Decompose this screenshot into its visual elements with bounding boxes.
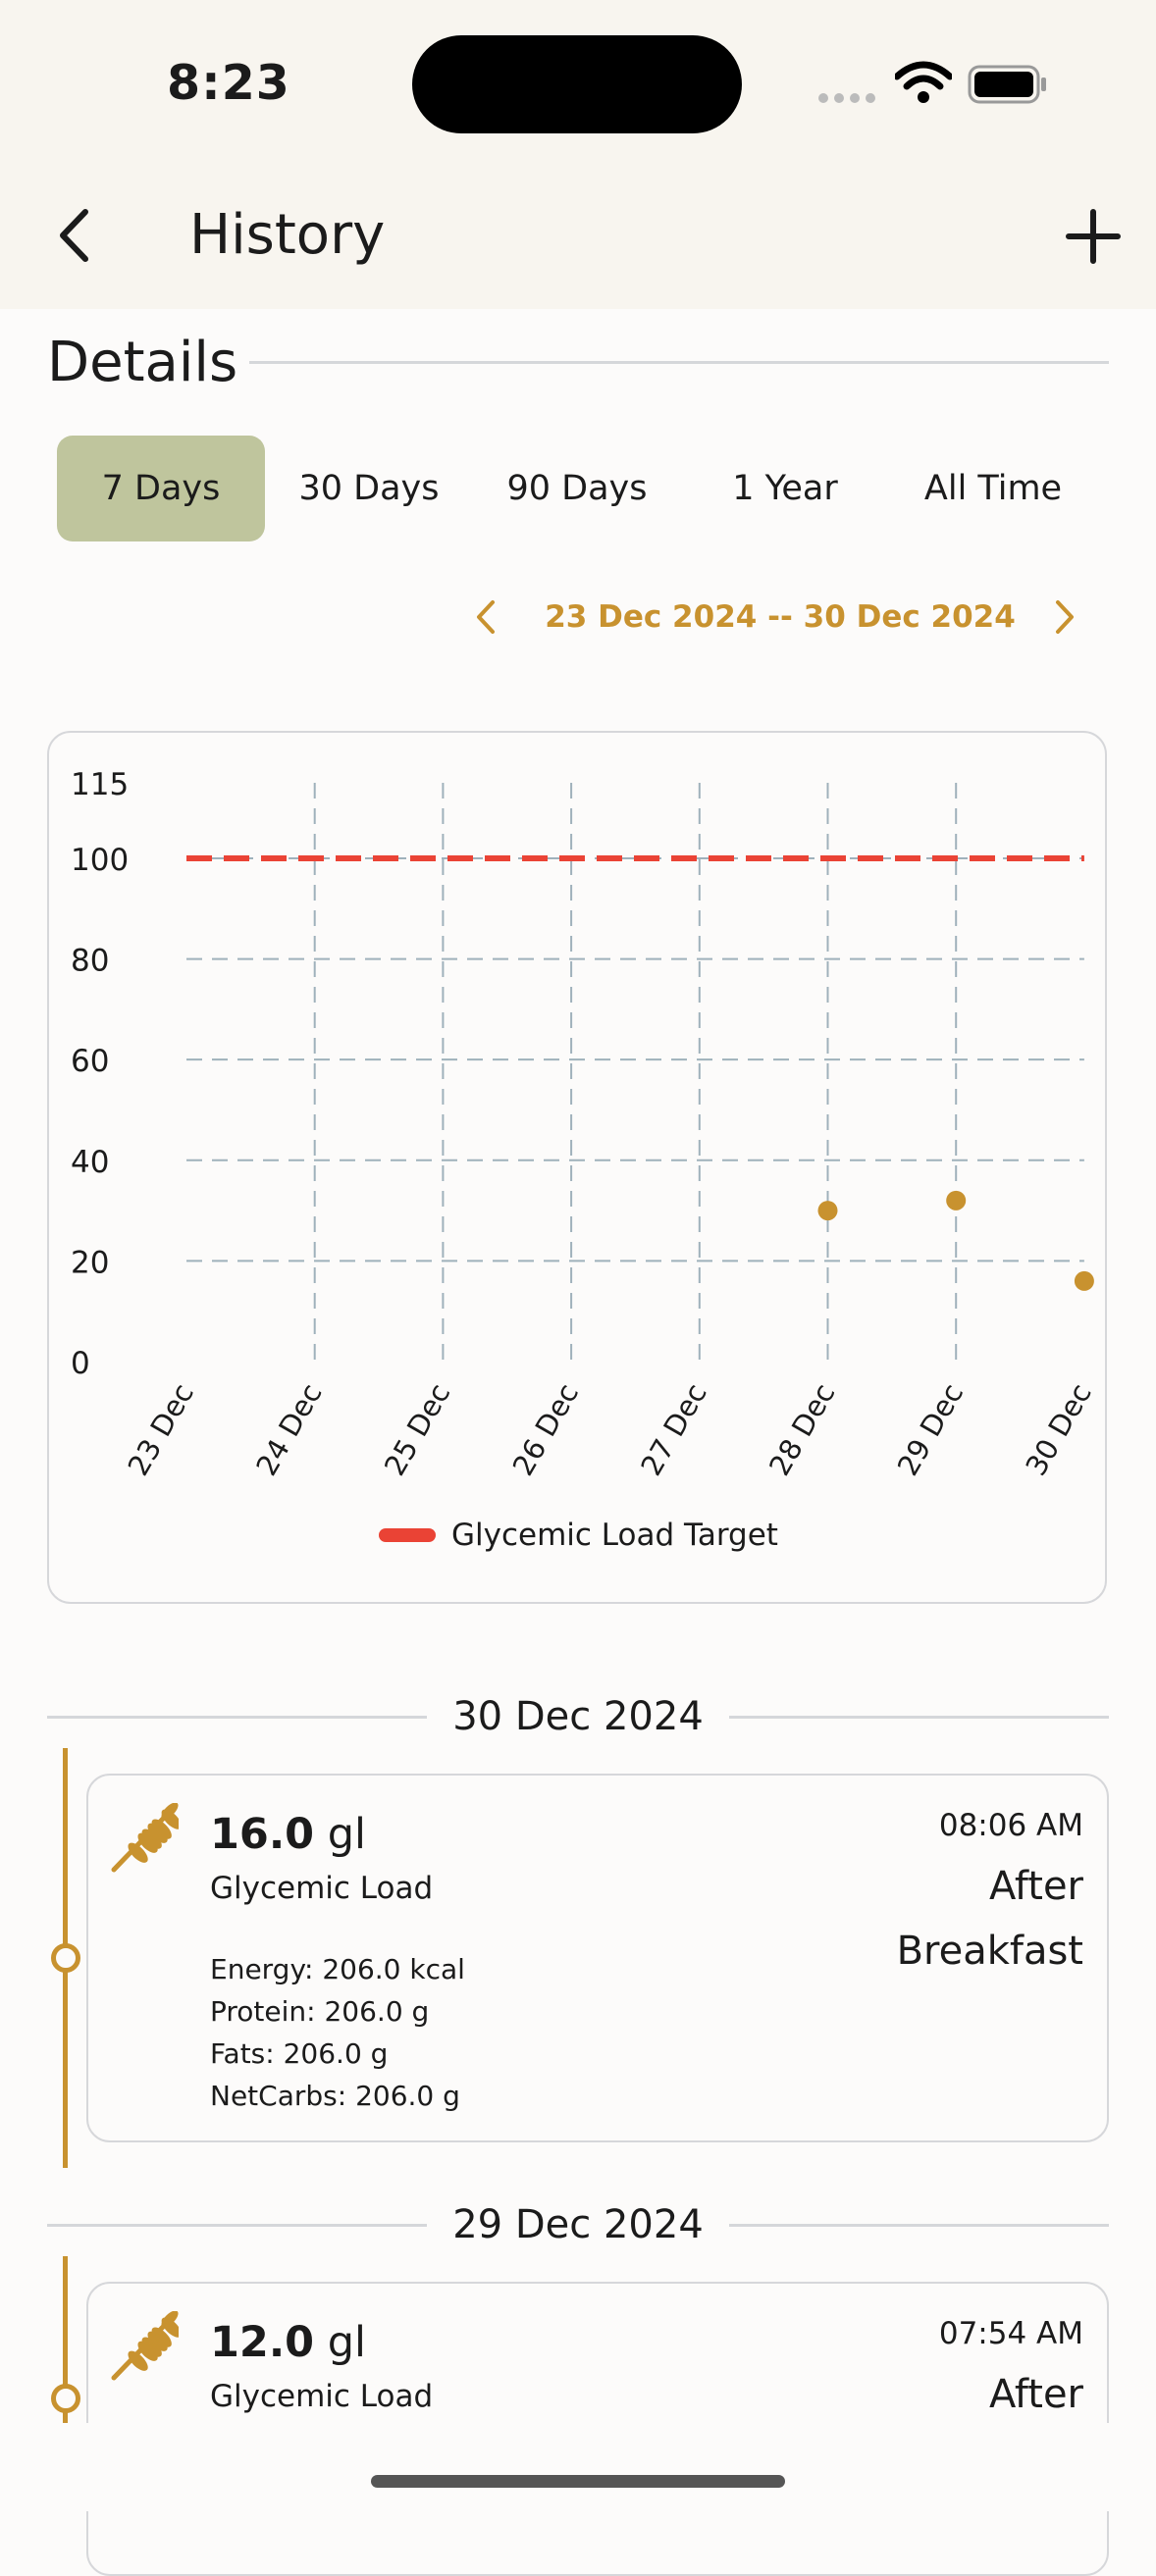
chevron-right-icon [1056, 600, 1074, 634]
y-tick-label: 40 [71, 1145, 109, 1180]
entry-card[interactable]: 16.0 gl Glycemic Load Energy: 206.0 kcal… [86, 1774, 1109, 2142]
glycemic-load-label: Glycemic Load [210, 1871, 434, 1906]
tab-all-time[interactable]: All Time [923, 469, 1063, 508]
home-indicator[interactable] [371, 2475, 785, 2488]
x-tick-label: 26 Dec [506, 1378, 586, 1482]
data-point [1074, 1270, 1094, 1291]
battery-icon [968, 65, 1046, 104]
day-divider-left [47, 2224, 430, 2227]
tab-90-days[interactable]: 90 Days [506, 469, 648, 508]
glycemic-load-label: Glycemic Load [210, 2379, 434, 2414]
x-tick-label: 27 Dec [634, 1378, 713, 1482]
timeline-line [63, 2256, 68, 2423]
dynamic-island [412, 35, 742, 133]
netcarbs-value: NetCarbs: 206.0 g [210, 2080, 460, 2112]
timeline-node [51, 2384, 80, 2413]
glycemic-load-value: 12.0 gl [210, 2318, 367, 2367]
next-range-button[interactable] [1040, 587, 1089, 647]
glycemic-load-value: 16.0 gl [210, 1810, 367, 1859]
data-point [817, 1201, 838, 1221]
protein-value: Protein: 206.0 g [210, 1995, 430, 2028]
tab-30-days[interactable]: 30 Days [298, 469, 440, 508]
x-tick-label: 23 Dec [121, 1378, 200, 1482]
wifi-icon [895, 61, 952, 103]
y-tick-label: 0 [71, 1346, 90, 1381]
cellular-signal-icon [818, 93, 875, 103]
glycemic-load-chart: 0 20 40 60 80 100 115 23 Dec 24 Dec 25 Dec 26 Dec 2… [71, 767, 1098, 1482]
plus-icon [1066, 209, 1121, 264]
range-tabs: 7 Days 30 Days 90 Days 1 Year All Time [57, 436, 1099, 541]
entry-time: 08:06 AM [938, 1808, 1083, 1843]
y-tick-label: 80 [71, 944, 109, 979]
day-divider-right [726, 2224, 1109, 2227]
x-tick-label: 28 Dec [762, 1378, 842, 1482]
entry-meal: After [988, 2372, 1083, 2417]
day-divider-right [726, 1716, 1109, 1719]
day-label: 30 Dec 2024 [427, 1694, 729, 1739]
timeline-node [51, 1943, 80, 1973]
nutrient-list: Energy: 206.0 kcal Protein: 206.0 g Fats… [210, 1948, 465, 2117]
back-button[interactable] [44, 201, 103, 270]
date-range-label: 23 Dec 2024 -- 30 Dec 2024 [545, 599, 1016, 635]
previous-range-button[interactable] [461, 587, 510, 647]
x-tick-label: 29 Dec [891, 1378, 971, 1482]
bottom-safe-area [0, 2423, 1156, 2511]
y-tick-label: 100 [71, 843, 129, 878]
wheat-icon [111, 2311, 179, 2381]
tab-1-year[interactable]: 1 Year [732, 469, 838, 508]
legend-swatch [379, 1528, 436, 1542]
navbar [0, 162, 1156, 309]
entry-time: 07:54 AM [938, 2316, 1083, 2351]
x-tick-label: 30 Dec [1019, 1378, 1098, 1482]
section-divider [249, 361, 1109, 364]
y-tick-label: 115 [71, 767, 129, 802]
section-title: Details [47, 331, 238, 394]
data-point [946, 1190, 967, 1211]
day-header: 30 Dec 2024 [47, 1687, 1109, 1746]
legend-label: Glycemic Load Target [451, 1518, 778, 1553]
date-navigator: 23 Dec 2024 -- 30 Dec 2024 [461, 587, 1089, 647]
y-tick-label: 60 [71, 1044, 109, 1079]
chevron-left-icon [477, 600, 495, 634]
y-tick-label: 20 [71, 1245, 109, 1280]
day-divider-left [47, 1716, 430, 1719]
tab-7-days[interactable]: 7 Days [57, 436, 265, 541]
x-tick-label: 24 Dec [249, 1378, 329, 1482]
entry-meal: After Breakfast [896, 1864, 1083, 1974]
add-entry-button[interactable] [1058, 201, 1129, 272]
chevron-left-icon [60, 209, 88, 262]
chart-card [47, 731, 1107, 1604]
energy-value: Energy: 206.0 kcal [210, 1953, 465, 1985]
day-label: 29 Dec 2024 [427, 2202, 729, 2247]
status-time: 8:23 [167, 55, 290, 111]
chart-legend: Glycemic Load Target [379, 1511, 778, 1560]
day-header: 29 Dec 2024 [47, 2195, 1109, 2254]
fats-value: Fats: 206.0 g [210, 2037, 389, 2070]
x-tick-label: 25 Dec [378, 1378, 457, 1482]
page-title: History [189, 203, 386, 267]
wheat-icon [111, 1803, 179, 1873]
